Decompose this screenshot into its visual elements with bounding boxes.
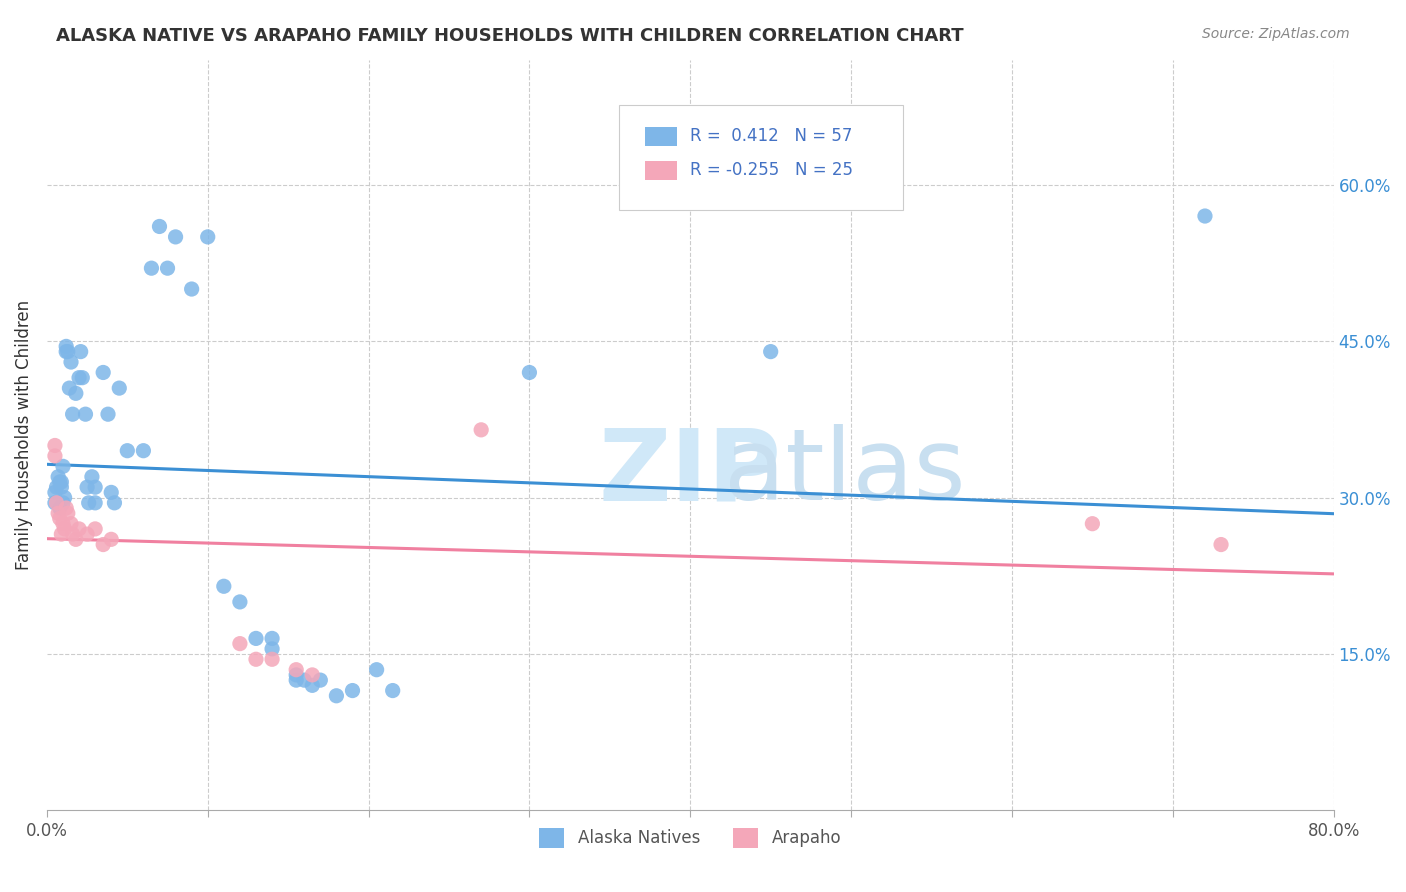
- Alaska Natives: [62, 407, 84, 421]
- Alaska Natives: [77, 496, 100, 510]
- Alaska Natives: [519, 366, 541, 380]
- Alaska Natives: [56, 344, 79, 359]
- Arapaho: [62, 527, 84, 541]
- Alaska Natives: [97, 407, 120, 421]
- Arapaho: [285, 663, 308, 677]
- Alaska Natives: [55, 339, 77, 353]
- Arapaho: [44, 449, 66, 463]
- Alaska Natives: [52, 496, 75, 510]
- Arapaho: [65, 533, 87, 547]
- Alaska Natives: [325, 689, 347, 703]
- Alaska Natives: [55, 344, 77, 359]
- Alaska Natives: [141, 261, 163, 276]
- Arapaho: [76, 527, 98, 541]
- Arapaho: [56, 506, 79, 520]
- Alaska Natives: [49, 475, 72, 489]
- Alaska Natives: [52, 459, 75, 474]
- Alaska Natives: [67, 370, 90, 384]
- Alaska Natives: [49, 501, 72, 516]
- Alaska Natives: [285, 673, 308, 687]
- Arapaho: [49, 511, 72, 525]
- Arapaho: [91, 537, 114, 551]
- Arapaho: [67, 522, 90, 536]
- Alaska Natives: [45, 480, 67, 494]
- Alaska Natives: [285, 668, 308, 682]
- Alaska Natives: [108, 381, 131, 395]
- Alaska Natives: [76, 480, 98, 494]
- Legend: Alaska Natives, Arapaho: Alaska Natives, Arapaho: [533, 821, 848, 855]
- FancyBboxPatch shape: [645, 161, 678, 180]
- Text: R = -0.255   N = 25: R = -0.255 N = 25: [690, 161, 853, 179]
- Arapaho: [84, 522, 107, 536]
- Arapaho: [1209, 537, 1232, 551]
- Alaska Natives: [72, 370, 94, 384]
- Alaska Natives: [51, 475, 73, 489]
- Arapaho: [100, 533, 122, 547]
- Text: atlas: atlas: [724, 424, 966, 521]
- Alaska Natives: [117, 443, 139, 458]
- FancyBboxPatch shape: [620, 104, 903, 210]
- Alaska Natives: [80, 469, 103, 483]
- Alaska Natives: [309, 673, 332, 687]
- Alaska Natives: [51, 480, 73, 494]
- Text: ALASKA NATIVE VS ARAPAHO FAMILY HOUSEHOLDS WITH CHILDREN CORRELATION CHART: ALASKA NATIVE VS ARAPAHO FAMILY HOUSEHOL…: [56, 27, 965, 45]
- Arapaho: [45, 496, 67, 510]
- Alaska Natives: [84, 480, 107, 494]
- Text: ZIP: ZIP: [599, 424, 782, 521]
- Text: R =  0.412   N = 57: R = 0.412 N = 57: [690, 128, 852, 145]
- Alaska Natives: [301, 678, 323, 692]
- Arapaho: [229, 637, 252, 651]
- Arapaho: [470, 423, 492, 437]
- Alaska Natives: [165, 230, 187, 244]
- Alaska Natives: [148, 219, 170, 234]
- Alaska Natives: [197, 230, 219, 244]
- Alaska Natives: [292, 673, 315, 687]
- Alaska Natives: [262, 632, 284, 646]
- Arapaho: [52, 516, 75, 531]
- Text: Source: ZipAtlas.com: Source: ZipAtlas.com: [1202, 27, 1350, 41]
- Alaska Natives: [103, 496, 125, 510]
- Alaska Natives: [46, 469, 69, 483]
- Alaska Natives: [75, 407, 97, 421]
- Alaska Natives: [245, 632, 267, 646]
- Alaska Natives: [91, 366, 114, 380]
- Alaska Natives: [180, 282, 202, 296]
- Arapaho: [51, 527, 73, 541]
- Alaska Natives: [262, 641, 284, 656]
- Arapaho: [55, 501, 77, 516]
- Alaska Natives: [44, 496, 66, 510]
- Alaska Natives: [342, 683, 364, 698]
- FancyBboxPatch shape: [645, 128, 678, 146]
- Arapaho: [245, 652, 267, 666]
- Alaska Natives: [65, 386, 87, 401]
- Alaska Natives: [212, 579, 235, 593]
- Arapaho: [262, 652, 284, 666]
- Alaska Natives: [156, 261, 179, 276]
- Alaska Natives: [60, 355, 83, 369]
- Alaska Natives: [381, 683, 404, 698]
- Alaska Natives: [132, 443, 155, 458]
- Arapaho: [53, 522, 76, 536]
- Alaska Natives: [759, 344, 782, 359]
- Alaska Natives: [84, 496, 107, 510]
- Arapaho: [301, 668, 323, 682]
- Arapaho: [44, 438, 66, 452]
- Alaska Natives: [100, 485, 122, 500]
- Arapaho: [46, 506, 69, 520]
- Alaska Natives: [1194, 209, 1216, 223]
- Alaska Natives: [229, 595, 252, 609]
- Arapaho: [1081, 516, 1104, 531]
- Alaska Natives: [366, 663, 388, 677]
- Y-axis label: Family Households with Children: Family Households with Children: [15, 300, 32, 570]
- Arapaho: [60, 516, 83, 531]
- Alaska Natives: [44, 485, 66, 500]
- Alaska Natives: [58, 381, 80, 395]
- Alaska Natives: [53, 491, 76, 505]
- Alaska Natives: [69, 344, 91, 359]
